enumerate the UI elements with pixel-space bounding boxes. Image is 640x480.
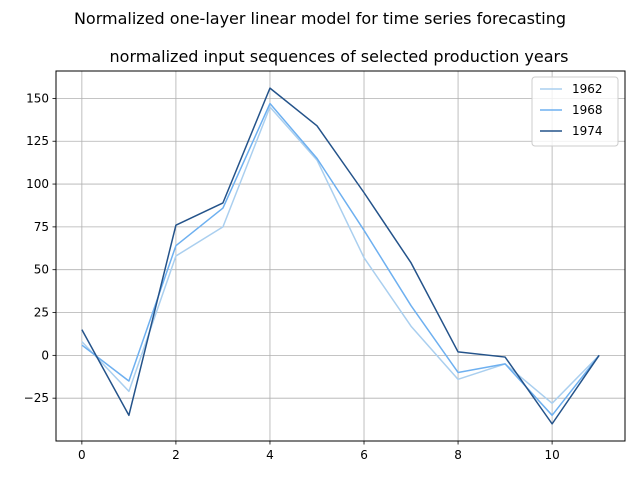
y-tick-label: 50 [34,263,49,277]
series-line-1974 [81,87,600,425]
y-tick-label: 0 [41,348,49,362]
plot-frame [55,70,626,442]
figure-suptitle: Normalized one-layer linear model for ti… [74,9,566,28]
legend-box [531,76,619,147]
x-tick-label: 6 [360,448,368,462]
series-line-1968 [81,102,600,417]
x-tick-label: 2 [172,448,180,462]
axis-layer: 0 2 4 6 8 10 −25 0 25 50 75 100 125 150 [24,91,560,462]
x-tick-label: 10 [544,448,559,462]
legend-label-1962: 1962 [572,82,603,96]
y-tick-label: 75 [34,220,49,234]
y-tick-label: 25 [34,306,49,320]
x-tick-label: 8 [454,448,462,462]
legend: 1962 1968 1974 [531,76,619,147]
series-line-1962 [81,106,600,405]
x-tick-label: 0 [78,448,86,462]
y-tick-label: 150 [26,91,49,105]
series-layer [81,87,600,425]
chart-title: normalized input sequences of selected p… [110,47,569,66]
y-tick-label: 125 [26,134,49,148]
y-tick-label: 100 [26,177,49,191]
legend-label-1968: 1968 [572,103,603,117]
legend-label-1974: 1974 [572,124,603,138]
x-tick-label: 4 [266,448,274,462]
y-tick-label: −25 [24,391,49,405]
